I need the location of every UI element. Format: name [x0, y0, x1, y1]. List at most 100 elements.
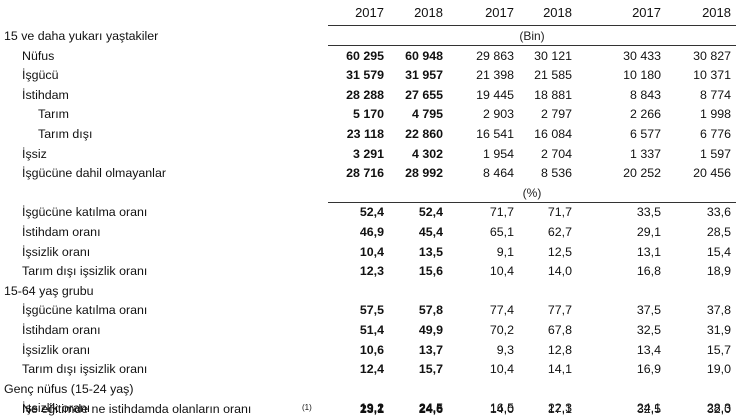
value-cell: 19,2 [359, 401, 384, 416]
table-row: İşsizlik oranı 10,4 13,5 9,1 12,5 13,1 15,4 [0, 243, 740, 263]
section-title-row: 15-64 yaş grubu [0, 282, 740, 302]
year-header: 2017 [355, 5, 384, 20]
row-label: İşsizlik oranı [22, 401, 91, 416]
row-label: İşgücü [22, 68, 59, 83]
value-cell: 2 266 [629, 107, 661, 122]
table-row: İstihdam oranı 46,9 45,4 65,1 62,7 29,1 28,5 [0, 223, 740, 243]
value-cell: 18 881 [534, 87, 572, 102]
value-cell: 77,4 [489, 303, 514, 318]
value-cell: 15,7 [418, 362, 443, 377]
value-cell: 1 597 [699, 146, 731, 161]
unit-label: (Bin) [519, 29, 545, 43]
value-cell: 71,7 [547, 205, 572, 220]
value-cell: 28,5 [706, 224, 731, 239]
value-cell: 37,8 [706, 303, 731, 318]
value-cell: 13,5 [418, 244, 443, 259]
table-row: İşgücüne katılma oranı 57,5 57,8 77,4 77,7 37… [0, 301, 740, 321]
value-cell: 28 992 [405, 166, 443, 181]
table-row: İstihdam oranı 51,4 49,9 70,2 67,8 32,5 31,9 [0, 321, 740, 341]
year-header: 2018 [414, 5, 443, 20]
row-label: İşgücüne dahil olmayanlar [22, 166, 166, 181]
value-cell: 12,3 [359, 264, 384, 279]
value-cell: 23 118 [346, 126, 384, 141]
value-cell: 33,5 [636, 205, 661, 220]
header-rule [328, 25, 736, 26]
value-cell: 15,4 [706, 244, 731, 259]
value-cell: 67,8 [547, 322, 572, 337]
value-cell: 28,3 [706, 401, 731, 416]
value-cell: 60 948 [405, 48, 443, 63]
value-cell: 37,5 [636, 303, 661, 318]
value-cell: 14,0 [489, 404, 514, 416]
value-cell: 8 843 [629, 87, 661, 102]
value-cell: 31 579 [346, 68, 384, 83]
value-cell: 23,1 [359, 404, 384, 416]
value-cell: 1 337 [629, 146, 661, 161]
value-cell: 6 577 [629, 126, 661, 141]
value-cell: 3 291 [352, 146, 384, 161]
value-cell: 16 084 [534, 126, 572, 141]
table-row: İşsizlik oranı 19,2 24,5 16,5 22,3 24,1 28,3 [0, 399, 740, 419]
row-label: İşsiz [22, 146, 47, 161]
value-cell: 30 121 [534, 48, 572, 63]
table-row: Tarım dışı işsizlik oranı 12,3 15,6 10,4 14,… [0, 262, 740, 282]
value-cell: 31 957 [405, 68, 443, 83]
value-cell: 49,9 [418, 322, 443, 337]
row-label: Ne eğitimde ne istihdamda olanların oran… [22, 404, 252, 416]
value-cell: 12,5 [547, 244, 572, 259]
section-title: 15 ve daha yukarı yaştakiler [4, 29, 159, 43]
value-cell: 27 655 [405, 87, 443, 102]
table-header: 2017 2018 2017 2018 2017 2018 [0, 0, 740, 26]
table-body: 15 ve daha yukarı yaştakiler (Bin) Nüfus 60… [0, 27, 740, 419]
value-cell: 10,6 [359, 342, 384, 357]
value-cell: 9,3 [496, 342, 514, 357]
value-cell: 24,6 [418, 404, 443, 416]
table-row: Nüfus 60 295 60 948 29 863 30 121 30 433 30 82… [0, 47, 740, 67]
value-cell: 4 795 [411, 107, 443, 122]
year-header: 2018 [543, 5, 572, 20]
value-cell: 5 170 [352, 107, 384, 122]
value-cell: 22 860 [405, 126, 443, 141]
value-cell: 65,1 [489, 224, 514, 239]
row-label: İstihdam [22, 87, 69, 102]
value-cell: 16,5 [489, 401, 514, 416]
row-label: İstihdam oranı [22, 322, 101, 337]
value-cell: 45,4 [418, 224, 443, 239]
value-cell: 21 398 [476, 68, 514, 83]
value-cell: 10,4 [489, 362, 514, 377]
value-cell: 28 716 [346, 166, 384, 181]
unit-rule [328, 201, 736, 203]
unit-rule [328, 45, 736, 46]
value-cell: 22,3 [547, 401, 572, 416]
row-label: Tarım dışı işsizlik oranı [22, 264, 148, 279]
value-cell: 20 456 [693, 166, 731, 181]
value-cell: 70,2 [489, 322, 514, 337]
value-cell: 14,1 [547, 362, 572, 377]
table-row: İşgücüne katılma oranı 52,4 52,4 71,7 71,7 33… [0, 203, 740, 223]
row-label: Tarım [38, 107, 69, 122]
value-cell: 15,6 [418, 264, 443, 279]
row-label: İşgücüne katılma oranı [22, 303, 148, 318]
value-cell: 62,7 [547, 224, 572, 239]
value-cell: 31,9 [706, 322, 731, 337]
value-cell: 8 464 [482, 166, 514, 181]
table-cut-row: Ne eğitimde ne istihdamda olanların oran… [0, 404, 740, 416]
value-cell: 8 774 [699, 87, 731, 102]
row-label: İşsizlik oranı [22, 244, 91, 259]
row-label: Nüfus [22, 48, 55, 63]
value-cell: 29,1 [636, 224, 661, 239]
value-cell: 52,4 [359, 205, 384, 220]
value-cell: 51,4 [359, 322, 384, 337]
value-cell: 6 776 [699, 126, 731, 141]
value-cell: 29 863 [476, 48, 514, 63]
table-row: İşsiz 3 291 4 302 1 954 2 704 1 337 1 597 [0, 145, 740, 165]
value-cell: 12,8 [547, 342, 572, 357]
table-row: Tarım 5 170 4 795 2 903 2 797 2 266 1 998 [0, 105, 740, 125]
value-cell: 32,5 [636, 404, 661, 416]
row-label: Tarım dışı [38, 126, 93, 141]
section-title: Genç nüfus (15-24 yaş) [4, 381, 134, 396]
table-row: Tarım dışı işsizlik oranı 12,4 15,7 10,4 14,… [0, 360, 740, 380]
value-cell: 13,1 [636, 244, 661, 259]
value-cell: 71,7 [489, 205, 514, 220]
